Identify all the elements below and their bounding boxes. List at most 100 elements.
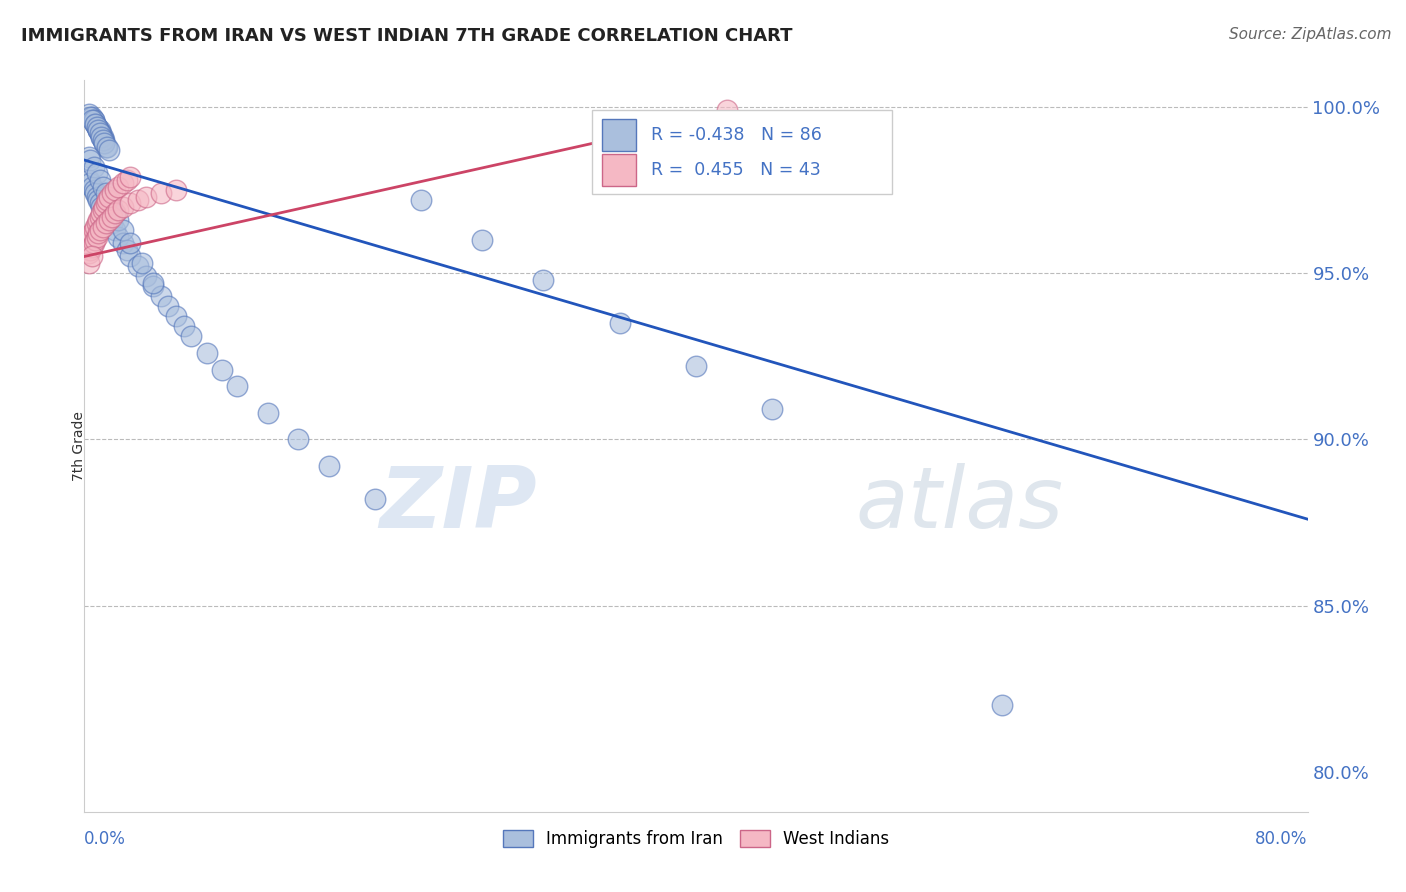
Point [80,113,103,128]
Point [127,193,149,207]
Point [135,189,157,203]
Point [93,133,115,147]
Point [87,193,110,207]
Point [80,110,103,124]
Point [80,226,103,240]
Point [83,113,105,128]
Text: 0.0%: 0.0% [84,830,127,848]
Text: ZIP: ZIP [380,463,537,546]
Point [761,402,783,417]
Point [180,329,202,343]
Point [131,256,153,270]
Point [115,243,138,257]
Point [104,223,127,237]
Point [83,113,105,128]
Point [127,260,149,274]
FancyBboxPatch shape [602,154,636,186]
Point [84,116,107,130]
Point [107,213,129,227]
Point [79,229,101,244]
Point [111,177,134,191]
Point [86,189,108,203]
Point [93,200,115,214]
Point [91,133,114,147]
Point [89,173,111,187]
Point [79,153,101,167]
Point [86,229,108,244]
Point [142,276,165,290]
Point [84,219,107,234]
Point [89,123,111,137]
Point [91,219,114,234]
Point [90,129,112,144]
Text: R =  0.455   N = 43: R = 0.455 N = 43 [651,161,821,179]
Point [364,492,387,507]
Point [91,179,114,194]
Point [135,269,157,284]
Point [226,379,249,393]
Point [318,458,340,473]
Point [91,133,114,147]
Point [86,120,108,134]
Point [94,140,117,154]
Point [93,136,115,151]
Point [83,223,105,237]
Point [86,120,108,134]
Point [90,127,112,141]
Point [104,183,127,197]
Point [86,216,108,230]
Point [77,233,100,247]
Point [101,186,124,201]
Point [84,116,107,130]
Text: R = -0.438   N = 86: R = -0.438 N = 86 [651,126,821,145]
Point [93,136,115,151]
Point [77,150,100,164]
Point [111,236,134,251]
Point [90,206,112,220]
Point [104,206,127,220]
Point [80,239,103,253]
Point [91,202,114,217]
Point [86,120,108,134]
Point [79,243,101,257]
Point [80,250,103,264]
Point [79,110,101,124]
Point [471,233,494,247]
Point [96,193,118,207]
Point [87,123,110,137]
Point [409,193,432,207]
Point [111,223,134,237]
Point [165,183,187,197]
Point [77,246,100,260]
Point [120,236,142,251]
Point [77,106,100,120]
Text: 80.0%: 80.0% [1256,830,1308,848]
Point [90,200,112,214]
Point [83,160,105,174]
Point [287,433,309,447]
Point [101,200,124,214]
Point [84,116,107,130]
Point [84,186,107,201]
Point [84,233,107,247]
Point [195,346,218,360]
Point [77,256,100,270]
Point [87,123,110,137]
Point [91,129,114,144]
Point [87,226,110,240]
Point [107,229,129,244]
Point [531,273,554,287]
Point [96,140,118,154]
Point [80,179,103,194]
Point [97,213,120,227]
Point [87,123,110,137]
Point [97,213,120,227]
Point [157,299,180,313]
Point [120,169,142,184]
Point [115,173,138,187]
Point [111,200,134,214]
Point [83,183,105,197]
Point [83,236,105,251]
Point [86,166,108,180]
Point [149,289,172,303]
